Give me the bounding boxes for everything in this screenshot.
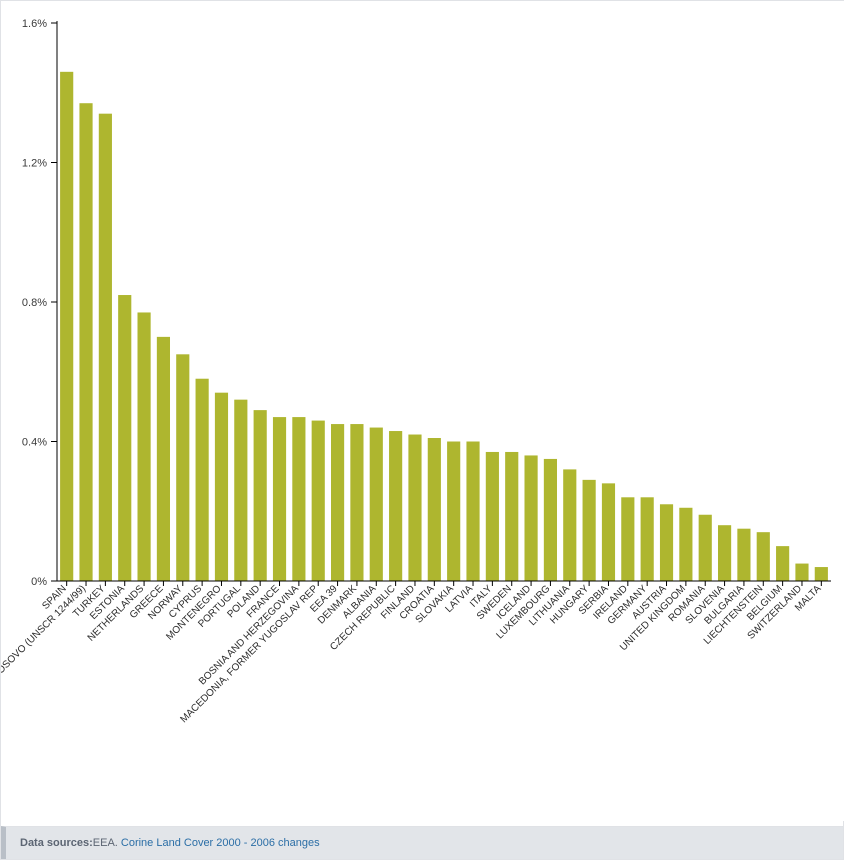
bar [563, 469, 576, 581]
bar [602, 483, 615, 581]
svg-text:0.4%: 0.4% [22, 437, 47, 449]
bar [776, 546, 789, 581]
bar [157, 337, 170, 581]
bar [273, 417, 286, 581]
svg-text:1.6%: 1.6% [22, 18, 47, 30]
bar [524, 455, 537, 581]
bar [350, 424, 363, 581]
bar [757, 532, 770, 581]
bar [583, 480, 596, 581]
bar [389, 431, 402, 581]
bar [505, 452, 518, 581]
bar [447, 442, 460, 582]
chart-card: 0%0.4%0.8%1.2%1.6%SPAINKOSOVO (UNSCR 124… [0, 0, 844, 860]
bar [60, 72, 73, 581]
bar [99, 114, 112, 581]
bar [718, 525, 731, 581]
bar [118, 295, 131, 581]
bar-chart: 0%0.4%0.8%1.2%1.6%SPAINKOSOVO (UNSCR 124… [1, 1, 843, 826]
bar [370, 428, 383, 581]
bar [312, 421, 325, 581]
bar [699, 515, 712, 581]
bar [408, 435, 421, 581]
bar [137, 312, 150, 581]
bar [466, 442, 479, 582]
data-sources-label: Data sources: [20, 837, 93, 849]
bar [737, 529, 750, 581]
data-sources-footer: Data sources:EEA. Corine Land Cover 2000… [1, 826, 843, 859]
bar [679, 508, 692, 581]
bar [660, 504, 673, 581]
data-sources-text: EEA. [93, 837, 121, 849]
bar [795, 564, 808, 581]
bar [641, 497, 654, 581]
bar [234, 400, 247, 581]
svg-text:0.8%: 0.8% [22, 297, 47, 309]
bar [292, 417, 305, 581]
svg-text:1.2%: 1.2% [22, 158, 47, 170]
bar [215, 393, 228, 581]
bar [196, 379, 209, 581]
bar [176, 354, 189, 581]
bar [331, 424, 344, 581]
bar [428, 438, 441, 581]
svg-text:0%: 0% [31, 576, 47, 588]
chart-svg: 0%0.4%0.8%1.2%1.6%SPAINKOSOVO (UNSCR 124… [1, 1, 844, 821]
bar [254, 410, 267, 581]
data-sources-link[interactable]: Corine Land Cover 2000 - 2006 changes [121, 837, 320, 849]
bar [544, 459, 557, 581]
bar [79, 103, 92, 581]
bar [486, 452, 499, 581]
bar [815, 567, 828, 581]
bar [621, 497, 634, 581]
